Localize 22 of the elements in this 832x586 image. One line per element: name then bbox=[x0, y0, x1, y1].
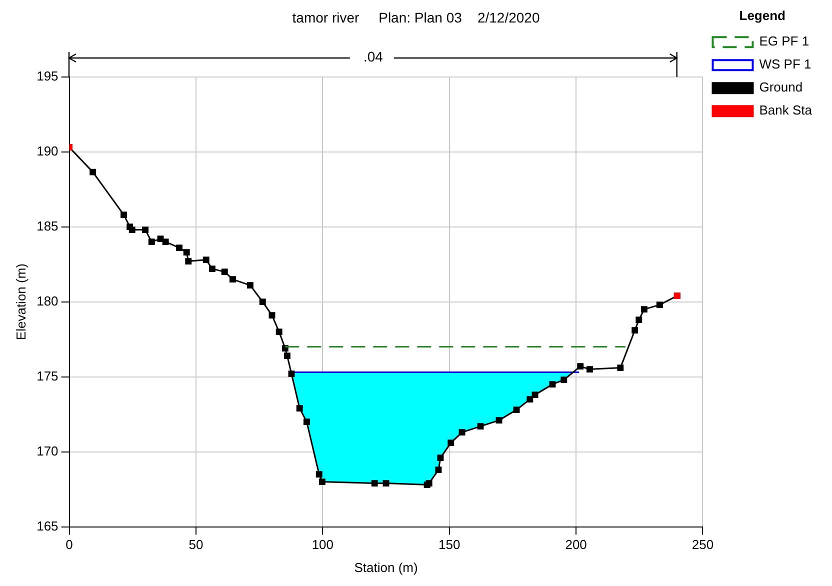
chart-title: tamor river Plan: Plan 03 2/12/2020 bbox=[292, 9, 540, 26]
x-tick-label: 150 bbox=[438, 537, 460, 552]
x-axis-title: Station (m) bbox=[354, 560, 418, 575]
legend-label: EG PF 1 bbox=[759, 34, 810, 49]
y-tick-label: 195 bbox=[36, 68, 58, 84]
x-tick-label: 100 bbox=[312, 537, 334, 552]
x-tick-label: 50 bbox=[188, 537, 204, 552]
x-tick-label: 0 bbox=[66, 537, 73, 552]
y-tick-label: 185 bbox=[36, 218, 58, 234]
legend-label: Ground bbox=[759, 80, 803, 95]
legend-title: Legend bbox=[739, 8, 786, 24]
x-tick-label: 250 bbox=[692, 537, 714, 552]
y-tick-label: 165 bbox=[36, 518, 58, 534]
legend-label: WS PF 1 bbox=[759, 56, 812, 72]
y-tick-label: 170 bbox=[36, 443, 58, 458]
y-tick-label: 180 bbox=[36, 293, 58, 308]
y-axis-title: Elevation (m) bbox=[13, 264, 28, 340]
text: .04 bbox=[363, 48, 384, 65]
y-tick-label: 190 bbox=[36, 143, 58, 158]
x-tick-label: 200 bbox=[565, 537, 587, 552]
legend-label: Bank Sta bbox=[759, 102, 813, 118]
y-tick-label: 175 bbox=[36, 368, 58, 384]
